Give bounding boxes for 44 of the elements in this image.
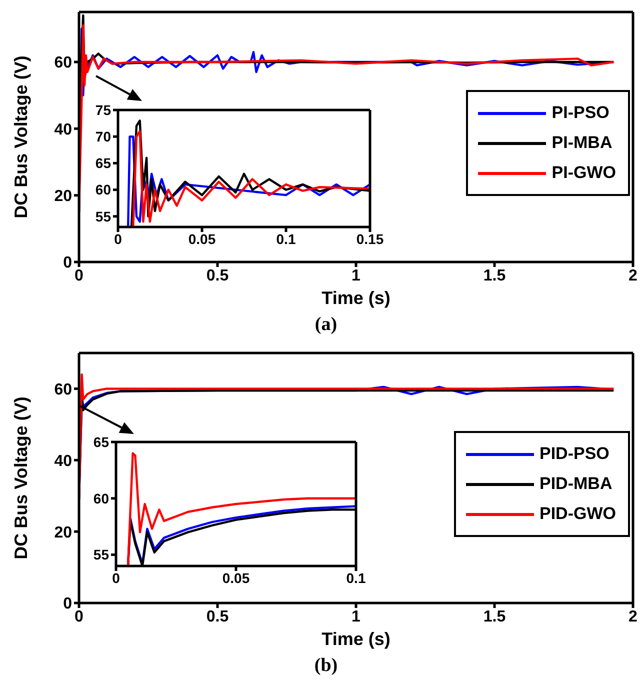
x-tick-label: 2	[628, 608, 638, 626]
text: (a)	[314, 314, 338, 336]
x-tick-label: 1.5	[483, 267, 506, 284]
legend-label: PID-MBA	[540, 474, 612, 494]
x-tick-label: 0.15	[356, 230, 384, 247]
legend-label: PID-GWO	[540, 504, 616, 524]
y-tick-label: 40	[54, 452, 72, 470]
y-axis-title: DC Bus Voltage (V)	[10, 54, 32, 220]
x-tick-label: 0.1	[346, 570, 366, 586]
x-tick-label: 0	[74, 608, 84, 626]
text: (b)	[313, 655, 339, 677]
x-tick-label: 0.1	[276, 230, 296, 247]
y-tick-label: 20	[54, 524, 72, 542]
y-tick-label: 20	[54, 188, 72, 206]
legend-label: PI-GWO	[552, 163, 616, 183]
legend-label: PI-PSO	[552, 103, 610, 123]
y-tick-label: 70	[95, 128, 112, 145]
y-tick-label: 55	[95, 208, 112, 224]
x-tick-label: 2	[628, 267, 638, 284]
y-tick-label: 60	[93, 490, 110, 506]
y-axis-title: DC Bus Voltage (V)	[10, 396, 32, 562]
y-tick-label: 75	[95, 102, 112, 118]
y-tick-label: 60	[54, 381, 72, 398]
y-tick-label: 65	[95, 155, 112, 172]
y-tick-label: 60	[95, 182, 112, 198]
legend-label: PI-MBA	[552, 133, 612, 153]
x-tick-label: 1.5	[483, 608, 506, 626]
y-tick-label: 40	[54, 121, 72, 138]
x-tick-label: 0	[74, 267, 84, 284]
x-tick-label: 1	[352, 608, 361, 626]
x-tick-label: 1	[352, 267, 361, 284]
x-axis-title: Time (s)	[320, 629, 392, 650]
x-tick-label: 0.05	[222, 570, 250, 586]
x-tick-label: 0.5	[206, 267, 229, 284]
x-tick-label: 0.05	[188, 230, 216, 247]
y-tick-label: 0	[63, 254, 72, 272]
x-axis-title: Time (s)	[320, 288, 392, 309]
x-tick-label: 0.5	[206, 608, 229, 626]
y-tick-label: 60	[54, 54, 72, 72]
y-tick-label: 55	[93, 546, 110, 563]
y-tick-label: 0	[63, 596, 72, 613]
legend-label: PID-PSO	[540, 444, 610, 464]
y-tick-label: 65	[93, 434, 110, 450]
x-tick-label: 0	[114, 230, 122, 247]
